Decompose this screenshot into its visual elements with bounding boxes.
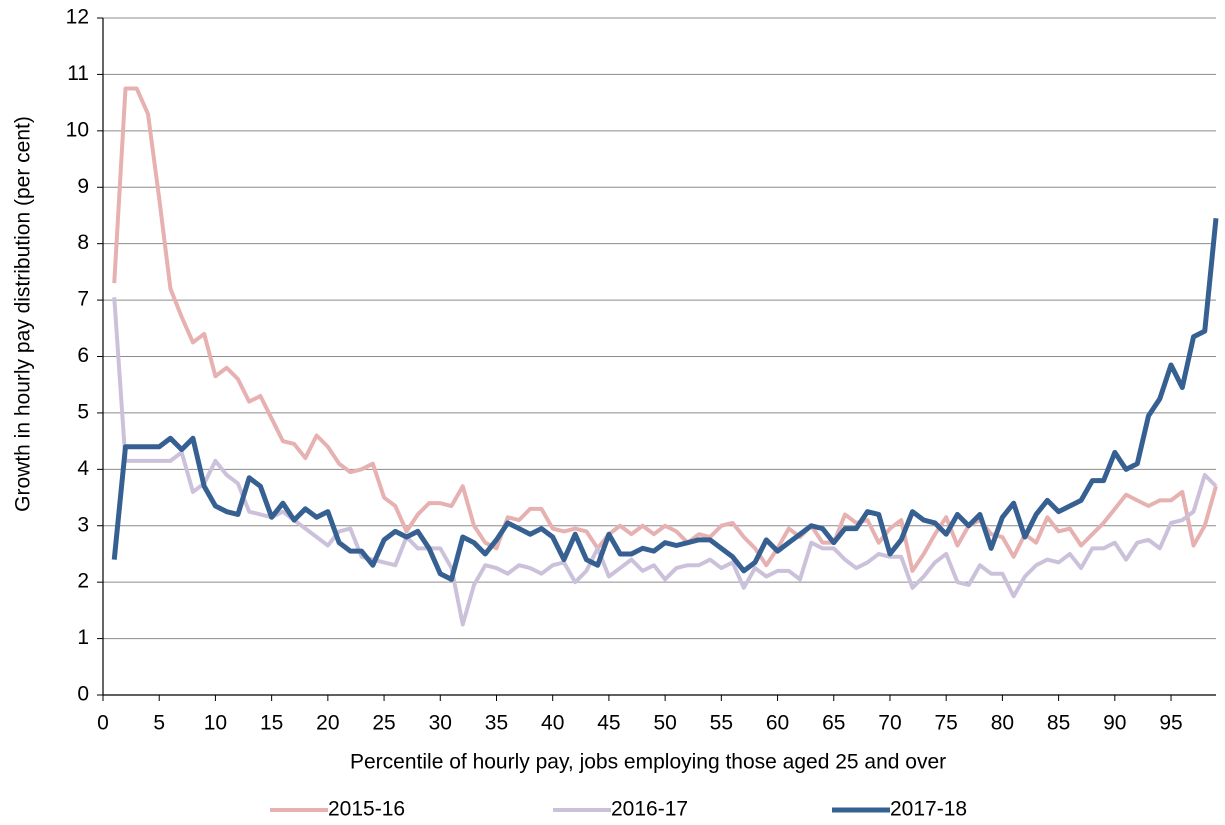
x-tick-label: 75 — [935, 712, 958, 735]
x-tick-label: 80 — [991, 712, 1014, 735]
y-tick-label: 1 — [77, 626, 89, 649]
series-line — [111, 218, 1219, 582]
x-tick-label: 20 — [316, 712, 339, 735]
y-tick-label: 12 — [66, 6, 89, 29]
x-tick-label: 70 — [878, 712, 901, 735]
x-tick-label: 60 — [766, 712, 789, 735]
legend-label: 2017-18 — [890, 798, 967, 821]
x-tick-label: 5 — [153, 712, 165, 735]
x-tick-label: 30 — [429, 712, 452, 735]
x-tick-label: 50 — [653, 712, 676, 735]
y-tick-label: 11 — [67, 62, 89, 85]
x-tick-label: 90 — [1103, 712, 1126, 735]
y-tick-label: 10 — [66, 118, 89, 141]
legend-label: 2016-17 — [611, 798, 688, 821]
y-axis-label: Growth in hourly pay distribution (per c… — [12, 116, 35, 512]
x-axis-label: Percentile of hourly pay, jobs employing… — [350, 751, 946, 774]
y-tick-label: 7 — [77, 288, 89, 311]
y-tick-label: 0 — [77, 683, 89, 706]
x-tick-label: 15 — [260, 712, 283, 735]
legend-label: 2015-16 — [328, 798, 405, 821]
x-tick-label: 85 — [1047, 712, 1070, 735]
y-tick-label: 8 — [77, 231, 89, 254]
x-tick-label: 65 — [822, 712, 845, 735]
x-tick-label: 55 — [710, 712, 733, 735]
y-tick-label: 3 — [77, 513, 89, 536]
x-tick-label: 0 — [97, 712, 109, 735]
y-tick-label: 6 — [77, 344, 89, 367]
x-tick-label: 25 — [372, 712, 395, 735]
y-tick-label: 9 — [77, 175, 89, 198]
x-tick-label: 45 — [597, 712, 620, 735]
y-tick-label: 5 — [77, 400, 89, 423]
x-tick-label: 10 — [204, 712, 227, 735]
series-line — [112, 86, 1218, 573]
y-tick-label: 2 — [77, 570, 89, 593]
x-tick-label: 40 — [541, 712, 564, 735]
y-tick-label: 4 — [77, 457, 89, 480]
x-tick-label: 35 — [485, 712, 508, 735]
x-tick-label: 95 — [1159, 712, 1182, 735]
series-line — [112, 297, 1218, 627]
